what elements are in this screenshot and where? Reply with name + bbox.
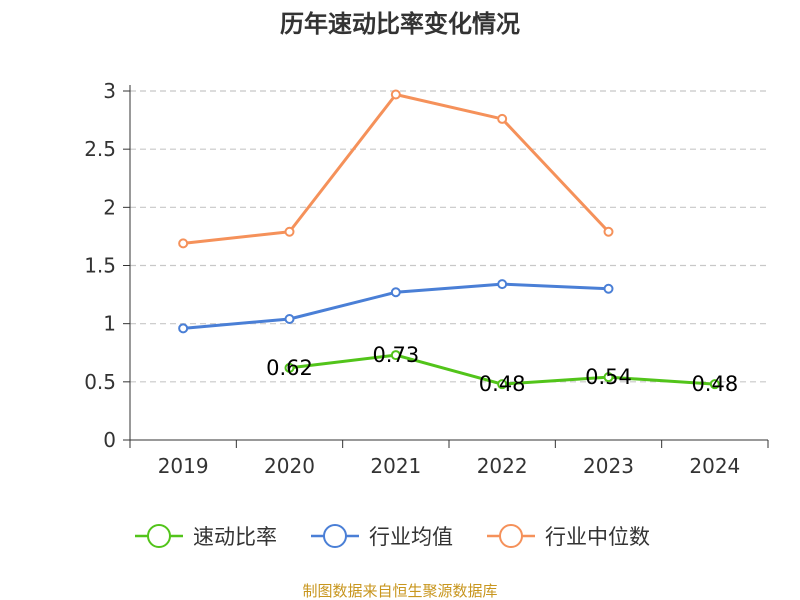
- y-tick-label: 0: [103, 428, 116, 452]
- data-point[interactable]: [178, 323, 189, 334]
- data-point[interactable]: [603, 283, 614, 294]
- legend-label: 行业中位数: [545, 525, 650, 549]
- data-point[interactable]: [284, 314, 295, 325]
- legend-item[interactable]: 行业均值: [311, 524, 453, 549]
- legend-label: 速动比率: [193, 525, 277, 549]
- data-label: 0.73: [372, 343, 419, 367]
- chart-title: 历年速动比率变化情况: [280, 10, 520, 38]
- grid-lines: [130, 90, 768, 383]
- data-point[interactable]: [603, 226, 614, 237]
- data-point[interactable]: [284, 362, 295, 373]
- data-point[interactable]: [497, 279, 508, 290]
- x-tick-label: 2022: [477, 454, 528, 478]
- data-labels: 0.62 0.73 0.48 0.54 0.48: [266, 343, 738, 396]
- legend-label: 行业均值: [369, 525, 453, 549]
- y-tick-label: 2.5: [84, 137, 116, 161]
- legend[interactable]: 速动比率 行业均值 行业中位数: [135, 524, 650, 549]
- legend-item[interactable]: 行业中位数: [487, 524, 650, 549]
- axes: 0 0.5 1 1.5 2 2.5 3 2019 2020 2021 2022 2023 2024: [84, 79, 769, 478]
- data-label: 0.62: [266, 356, 313, 380]
- y-tick-label: 3: [103, 79, 116, 103]
- legend-item[interactable]: 速动比率: [135, 524, 277, 549]
- data-point[interactable]: [603, 372, 614, 383]
- series-line: [183, 92, 610, 245]
- data-source-note: 制图数据来自恒生聚源数据库: [302, 582, 497, 600]
- data-point[interactable]: [390, 287, 401, 298]
- data-point[interactable]: [709, 379, 720, 390]
- legend-marker-icon: [323, 524, 347, 548]
- y-tick-label: 2: [103, 195, 116, 219]
- x-tick-label: 2023: [583, 454, 634, 478]
- y-tick-label: 1.5: [84, 254, 116, 278]
- data-point[interactable]: [284, 226, 295, 237]
- data-label: 0.54: [585, 365, 632, 389]
- y-tick-label: 0.5: [84, 370, 116, 394]
- x-tick-label: 2020: [264, 454, 315, 478]
- data-point[interactable]: [497, 379, 508, 390]
- data-point[interactable]: [178, 238, 189, 249]
- x-tick-label: 2019: [158, 454, 209, 478]
- legend-marker-icon: [147, 524, 171, 548]
- data-point[interactable]: [390, 350, 401, 361]
- data-label: 0.48: [691, 372, 738, 396]
- legend-marker-icon: [499, 524, 523, 548]
- x-tick-label: 2021: [370, 454, 421, 478]
- x-tick-label: 2024: [689, 454, 740, 478]
- data-point[interactable]: [390, 89, 401, 100]
- data-point[interactable]: [497, 113, 508, 124]
- y-tick-label: 1: [103, 312, 116, 336]
- data-label: 0.48: [479, 372, 526, 396]
- series-layer: [178, 89, 720, 390]
